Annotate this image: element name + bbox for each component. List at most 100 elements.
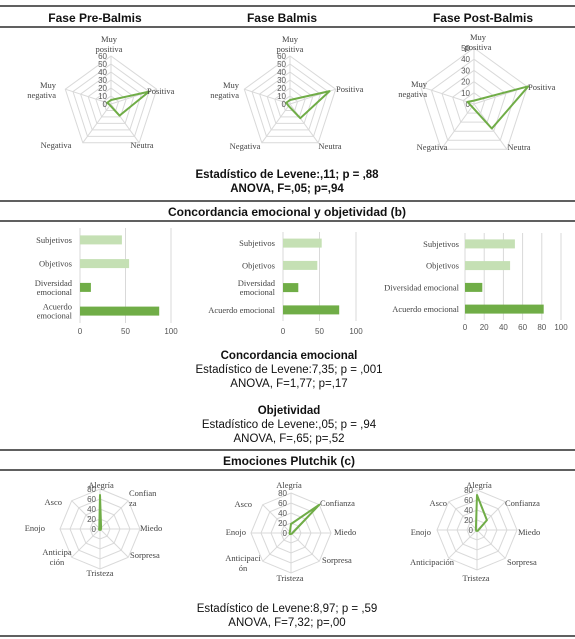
radar-label-positiva: Positiva	[336, 84, 364, 94]
radar-spoke	[290, 532, 320, 562]
concordancia-bars-post: 0 20 40 60 80 100 Subjetivos Objetivos Diversida…	[384, 233, 568, 332]
radar-label-neutra: Neutra	[130, 140, 153, 150]
radar-tick-label: 40	[277, 68, 286, 77]
radar-label-alegria: Alegría	[88, 480, 114, 490]
radar-label-confianza: Confianza	[320, 498, 355, 508]
radar-label-sorpresa: Sorpresa	[322, 555, 352, 565]
radar-label-muy-negativa: Muy negativa	[27, 80, 57, 100]
bar-tick-label: 80	[537, 323, 546, 332]
radar-grid-ring	[420, 47, 528, 150]
bar-tick-label: 100	[349, 327, 363, 336]
radar-tick-label: 20	[461, 78, 470, 87]
bar-subjetivos	[80, 235, 122, 245]
bar-tick-label: 50	[121, 327, 130, 336]
radar-tick-label: 40	[461, 55, 470, 64]
radar-spoke	[71, 528, 101, 558]
radar-spoke	[448, 529, 478, 559]
radar-tick-label: 60	[87, 495, 96, 504]
bar-acuerdo-emocional	[80, 306, 160, 316]
radar-series-line	[106, 90, 150, 117]
radar-grid-ring	[87, 79, 135, 124]
radar-spoke	[289, 103, 319, 144]
radar-tick-label: 20	[277, 84, 286, 93]
bar-label-objetivos: Objetivos	[242, 260, 275, 270]
radar-label-alegria: Alegría	[466, 480, 492, 490]
phase-header-balmis: Fase Balmis	[247, 11, 317, 25]
radar-tick-label: 80	[464, 486, 473, 495]
radar-label-enojo: Enojo	[226, 527, 246, 537]
radar-grid-ring	[259, 71, 321, 131]
radar-series-line	[474, 494, 488, 532]
radar-tick-label: 20	[278, 519, 287, 528]
bar-objetivos	[80, 259, 130, 269]
radar-tick-label: 80	[278, 489, 287, 498]
bar-tick-label: 0	[281, 327, 286, 336]
concordancia-bars-balmis: 0 50 100 Subjetivos Objetivos Diversidad emoci…	[208, 232, 363, 336]
radar-grid-ring	[441, 69, 507, 132]
phase-header-pre: Fase Pre-Balmis	[48, 11, 142, 25]
radar-grid-ring	[80, 71, 142, 131]
radar-label-negativa: Negativa	[41, 140, 72, 150]
radar-tick-label: 50	[461, 44, 470, 53]
bar-label-diversidad-emocional: Diversidad emocional	[238, 278, 276, 297]
radar-label-muy-positiva: Muy positiva	[277, 34, 304, 54]
radar-label-asco: Asco	[45, 497, 62, 507]
radar-series-line	[285, 90, 331, 120]
radar-label-negativa: Negativa	[230, 141, 261, 151]
bar-subjetivos	[465, 239, 515, 249]
concordancia-bars-pre: 0 50 100 Subjetivos Objetivos Diversidad emoci…	[35, 228, 178, 336]
radar-tick-label: 60	[278, 499, 287, 508]
radar-tick-label: 10	[461, 89, 470, 98]
stats-c-levene: Estadístico de Levene:8,97; p = ,59	[197, 603, 378, 615]
radar-tick-label: 20	[464, 516, 473, 525]
radar-tick-label: 0	[283, 529, 288, 538]
radar-tick-label: 50	[98, 60, 107, 69]
radar-grid-ring	[266, 79, 314, 124]
bar-tick-label: 20	[480, 323, 489, 332]
bar-diversidad-emocional	[283, 283, 299, 293]
radar-spoke	[262, 504, 292, 534]
radar-spoke	[71, 500, 101, 530]
radar-tick-label: 80	[87, 485, 96, 494]
radar-grid-ring	[251, 63, 329, 137]
radar-label-miedo: Miedo	[334, 527, 356, 537]
concordancia-anova: ANOVA, F=1,77; p=,17	[230, 378, 347, 390]
bar-acuerdo-emocional	[283, 305, 340, 315]
objetividad-anova: ANOVA, F=,65; p=,52	[233, 433, 344, 445]
concordancia-title: Concordancia emocional y objetividad (b)	[168, 205, 406, 219]
radar-label-asco: Asco	[235, 499, 252, 509]
radar-label-tristeza: Tristeza	[86, 568, 113, 578]
stats-a-anova: ANOVA, F=,05; p=,94	[230, 183, 344, 195]
radar-label-tristeza: Tristeza	[276, 573, 303, 583]
radar-grid-ring	[102, 95, 120, 111]
radar-spoke	[65, 88, 112, 105]
radar-tick-label: 20	[87, 515, 96, 524]
radar-label-muy-positiva: Muy positiva	[465, 32, 492, 52]
radar-tick-label: 30	[461, 66, 470, 75]
stats-a-levene: Estadístico de Levene:,11; p = ,88	[195, 169, 379, 181]
stats-c-anova: ANOVA, F=7,32; p=,00	[228, 617, 345, 629]
radar-label-enojo: Enojo	[25, 523, 45, 533]
radar-grid-ring	[281, 95, 299, 111]
radar-series-line	[288, 503, 321, 536]
radar-tick-label: 0	[92, 525, 97, 534]
bar-tick-label: 50	[315, 327, 324, 336]
concordancia-heading: Concordancia emocional	[221, 350, 358, 362]
radar-tick-label: 60	[464, 496, 473, 505]
radar-grid-ring	[243, 55, 337, 144]
radar-tick-label: 30	[277, 76, 286, 85]
radar-tick-label: 10	[98, 92, 107, 101]
radar-tick-label: 0	[466, 100, 471, 109]
radar-tick-label: 40	[464, 506, 473, 515]
radar-label-asco: Asco	[430, 498, 447, 508]
radar-spoke	[440, 103, 475, 150]
bar-label-acuerdo-emocional: Acuerdo emocional	[37, 302, 73, 321]
radar-tick-label: 30	[98, 76, 107, 85]
radar-label-tristeza: Tristeza	[462, 573, 489, 583]
